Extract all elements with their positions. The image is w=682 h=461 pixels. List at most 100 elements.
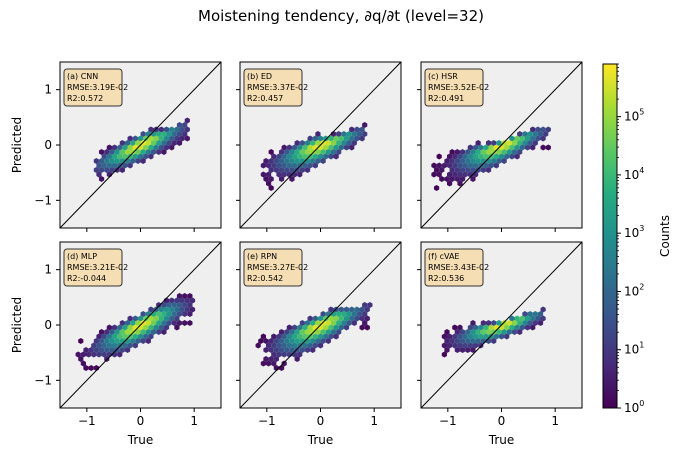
hexbin-cell xyxy=(156,329,162,335)
hexbin-cell xyxy=(268,338,274,344)
hexbin-cell xyxy=(179,297,185,304)
hexbin-cell xyxy=(323,315,329,322)
hexbin-cell xyxy=(496,320,502,326)
panel-label: (f) cVAE xyxy=(428,252,460,261)
y-tick-label: −1 xyxy=(34,373,52,387)
hexbin-cell xyxy=(124,320,131,326)
hexbin-cell xyxy=(485,140,492,146)
hexbin-cell xyxy=(111,162,118,169)
hexbin-cell xyxy=(336,329,342,335)
hexbin-cell xyxy=(98,338,105,344)
hexbin-cell xyxy=(488,144,494,151)
hexbin-cell xyxy=(514,135,520,142)
hexbin-cell xyxy=(93,347,99,353)
hexbin-cell xyxy=(130,329,136,335)
hexbin-cell xyxy=(132,333,138,340)
hexbin-cell xyxy=(98,347,105,353)
hexbin-cell xyxy=(449,149,455,155)
x-tick-label: −1 xyxy=(78,414,96,428)
y-tick-label: 1 xyxy=(44,263,52,277)
hexbin-cell xyxy=(483,333,489,340)
hexbin-cell xyxy=(117,144,123,151)
hexbin-cell xyxy=(446,162,453,169)
hexbin-cell xyxy=(140,158,146,164)
hexbin-cell xyxy=(286,324,292,331)
hexbin-cell xyxy=(122,333,128,340)
hexbin-cell xyxy=(127,162,133,169)
hexbin-cell xyxy=(145,338,151,344)
hexbin-cell xyxy=(276,333,282,340)
hexbin-cell xyxy=(96,171,102,178)
hexbin-cell xyxy=(273,347,279,353)
panel-label: (a) CNN xyxy=(67,72,98,81)
hexbin-cell xyxy=(122,153,128,160)
hexbin-cell xyxy=(354,306,360,313)
hexbin-cell xyxy=(271,153,277,160)
hexbin-cell xyxy=(98,176,105,182)
hexbin-cell xyxy=(153,324,159,331)
hexbin-cell xyxy=(491,320,497,326)
colorbar xyxy=(602,63,618,409)
colorbar-tick-label: 105 xyxy=(624,108,644,124)
hexbin-cell xyxy=(145,149,151,155)
hexbin-cell xyxy=(304,167,311,173)
hexbin-cell xyxy=(93,338,99,344)
metrics-box xyxy=(63,68,123,107)
hexbin-cell xyxy=(472,153,479,160)
hexbin-cell xyxy=(462,162,468,169)
hexbin-cell xyxy=(459,347,466,353)
hexbin-cell xyxy=(171,311,177,317)
hexbin-cell xyxy=(362,131,368,137)
hexbin-cell xyxy=(260,333,266,340)
hexbin-cell xyxy=(540,144,546,151)
panel-label: (c) HSR xyxy=(428,72,458,81)
hexbin-cell xyxy=(294,356,300,362)
hexbin-cell xyxy=(470,338,476,344)
hexbin-cell xyxy=(153,144,159,151)
hexbin-cell xyxy=(338,306,344,313)
hexbin-cell xyxy=(130,149,136,155)
hexbin-cell xyxy=(504,324,510,331)
hexbin-cell xyxy=(263,338,269,344)
hexbin-cell xyxy=(161,140,167,146)
hexbin-cell xyxy=(343,315,350,322)
hexbin-cell xyxy=(312,135,318,142)
hexbin-cell xyxy=(307,162,313,169)
hexbin-cell xyxy=(522,320,528,326)
hexbin-cell xyxy=(278,158,285,164)
hexbin-cell xyxy=(493,333,499,340)
hexbin-cell xyxy=(315,329,321,335)
hexbin-cell xyxy=(478,162,484,169)
hexbin-cell xyxy=(176,311,183,317)
hexbin-cell xyxy=(156,131,162,137)
hexbin-cell xyxy=(278,149,285,155)
hexbin-cell xyxy=(362,320,368,326)
y-tick-label: 0 xyxy=(44,318,52,332)
hexbin-cell xyxy=(124,329,131,335)
hexbin-cell xyxy=(83,347,89,353)
hexbin-cell xyxy=(137,315,144,322)
hexbin-cell xyxy=(117,162,123,169)
hexbin-cell xyxy=(119,320,125,326)
hexbin-cell xyxy=(148,333,154,340)
hexbin-cell xyxy=(127,144,133,151)
hexbin-cell xyxy=(304,149,311,155)
hexbin-cell xyxy=(483,324,489,331)
hexbin-cell xyxy=(83,365,89,371)
x-axis-label: True xyxy=(127,433,154,447)
hexbin-cell xyxy=(148,126,154,133)
r2-label: R2:0.536 xyxy=(428,274,464,283)
hexbin-cell xyxy=(169,297,175,304)
hexbin-cell xyxy=(163,144,170,151)
hexbin-cell xyxy=(535,126,541,133)
hexbin-cell xyxy=(509,324,515,331)
hexbin-cell xyxy=(537,320,544,326)
hexbin-cell xyxy=(323,153,329,160)
hexbin-cell xyxy=(189,306,196,313)
hexbin-cell xyxy=(496,140,502,146)
hexbin-cell xyxy=(286,144,292,151)
hexbin-cell xyxy=(480,149,486,155)
hexbin-cell xyxy=(330,149,337,155)
hexbin-cell xyxy=(166,311,172,317)
hexbin-cell xyxy=(304,320,311,326)
